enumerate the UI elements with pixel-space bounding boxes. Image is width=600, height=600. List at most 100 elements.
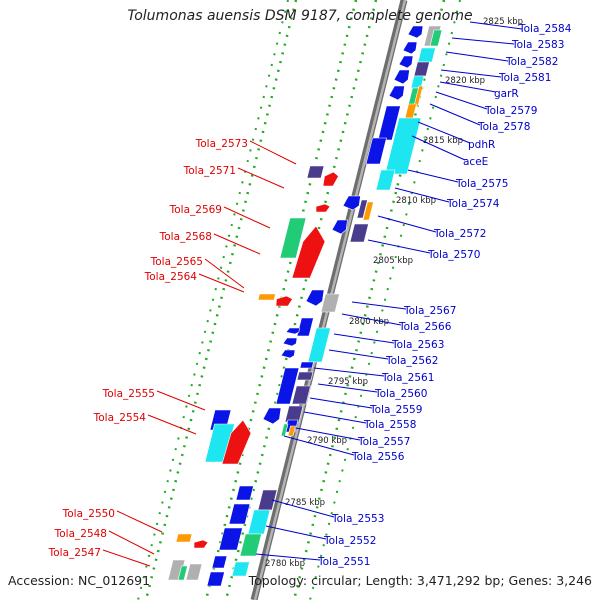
forward-gene: [388, 85, 405, 101]
reverse-gene-label: Tola_2555: [102, 388, 155, 400]
forward-gene: [342, 195, 361, 211]
forward-gene: [356, 199, 368, 219]
forward-gene: [362, 201, 374, 221]
forward-gene-label-leader: [435, 91, 488, 110]
forward-gene-label: Tola_2566: [398, 321, 452, 333]
forward-gene-label: Tola_2578: [477, 121, 530, 133]
scale-label: 2805 kbp: [373, 256, 413, 266]
forward-gene-label: Tola_2575: [455, 178, 508, 190]
forward-gene: [247, 509, 271, 535]
scale-label: 2780 kbp: [265, 559, 305, 569]
forward-gene-label-leader: [309, 397, 373, 409]
forward-gene: [262, 407, 282, 425]
reverse-gene-label: Tola_2573: [195, 138, 248, 150]
forward-gene-label: Tola_2552: [323, 535, 376, 547]
reverse-gene: [275, 295, 293, 307]
forward-gene: [228, 503, 251, 525]
scale-label: 2790 kbp: [307, 436, 347, 446]
forward-gene-label-leader: [445, 51, 509, 62]
scale-label: 2795 kbp: [328, 377, 368, 387]
forward-gene: [305, 289, 325, 307]
reverse-gene: [221, 419, 252, 465]
reverse-gene: [175, 533, 193, 543]
forward-gene: [307, 327, 331, 363]
forward-gene: [291, 385, 311, 405]
forward-gene-label: Tola_2583: [511, 39, 564, 51]
forward-gene-label-leader: [394, 187, 450, 203]
forward-gene-label: Tola_2561: [381, 372, 434, 384]
reverse-gene-label: Tola_2568: [159, 231, 212, 243]
forward-gene-label: pdhR: [468, 139, 495, 151]
reverse-gene-label: Tola_2548: [54, 528, 107, 540]
scale-guide-far: [309, 0, 461, 600]
scale-label: 2785 kbp: [285, 498, 325, 508]
forward-gene: [284, 405, 304, 423]
reverse-gene-label-leader: [108, 530, 155, 555]
forward-gene-label: Tola_2570: [427, 249, 480, 261]
forward-gene-label-leader: [295, 427, 361, 441]
reverse-gene-label: Tola_2564: [144, 271, 198, 283]
map-title: Tolumonas auensis DSM 9187, complete gen…: [127, 8, 473, 24]
reverse-gene-label-leader: [223, 206, 271, 229]
forward-gene-label: Tola_2560: [374, 388, 427, 400]
reverse-gene-label-leader: [249, 140, 297, 165]
forward-gene-label-leader: [328, 349, 389, 360]
forward-gene: [296, 317, 314, 337]
reverse-gene: [306, 165, 325, 179]
forward-gene-label: garR: [494, 88, 519, 100]
forward-gene: [299, 361, 314, 369]
forward-gene: [257, 489, 278, 511]
reverse-gene: [315, 203, 331, 213]
reverse-gene-label: Tola_2571: [183, 165, 236, 177]
forward-gene-label: Tola_2579: [484, 105, 537, 117]
forward-gene: [211, 555, 228, 569]
forward-gene-label: Tola_2574: [446, 198, 500, 210]
forward-gene: [417, 47, 436, 63]
forward-gene-label: Tola_2572: [433, 228, 486, 240]
forward-gene: [275, 367, 300, 405]
forward-gene: [280, 349, 296, 359]
forward-gene-label-leader: [411, 135, 466, 161]
forward-gene-label-leader: [351, 301, 407, 310]
scale-label: 2800 kbp: [349, 317, 389, 327]
reverse-gene: [291, 225, 326, 279]
forward-gene: [235, 485, 254, 501]
forward-gene-label: Tola_2551: [317, 556, 370, 568]
forward-gene: [231, 561, 250, 577]
reverse-gene: [193, 539, 209, 549]
forward-gene: [206, 571, 225, 587]
forward-gene-label: Tola_2584: [518, 23, 572, 35]
forward-gene-label: Tola_2582: [505, 56, 558, 68]
accession-text: Accession: NC_012691: [8, 573, 151, 588]
forward-gene-label-leader: [417, 121, 471, 144]
forward-gene-label: Tola_2581: [498, 72, 551, 84]
genome-info-text: Topology: circular; Length: 3,471,292 bp…: [248, 573, 592, 588]
reverse-gene: [279, 217, 307, 259]
reverse-gene-label: Tola_2565: [150, 256, 203, 268]
forward-gene: [413, 85, 424, 107]
forward-gene: [296, 371, 314, 381]
forward-gene: [365, 137, 387, 165]
scale-guide-right: [137, 0, 289, 600]
forward-gene: [349, 223, 369, 243]
forward-gene-label-leader: [317, 383, 378, 393]
reverse-gene-label-leader: [147, 414, 197, 435]
forward-gene: [413, 61, 430, 77]
forward-gene: [282, 337, 298, 347]
forward-gene-label-leader: [439, 81, 497, 93]
forward-gene: [407, 25, 424, 39]
reverse-gene-label-leader: [116, 510, 163, 533]
forward-gene: [375, 169, 396, 191]
reverse-gene-label: Tola_2554: [93, 412, 147, 424]
forward-gene-label-leader: [265, 525, 327, 540]
scale-label: 2815 kbp: [423, 136, 463, 146]
forward-gene-label: Tola_2567: [403, 305, 456, 317]
forward-gene-label-leader: [469, 21, 523, 30]
forward-gene-label-leader: [407, 169, 459, 183]
forward-gene-label: Tola_2558: [363, 419, 416, 431]
forward-gene: [404, 103, 417, 119]
forward-gene-label: Tola_2553: [331, 513, 384, 525]
reverse-gene-label-leader: [213, 233, 261, 255]
forward-gene-label: Tola_2556: [351, 451, 405, 463]
